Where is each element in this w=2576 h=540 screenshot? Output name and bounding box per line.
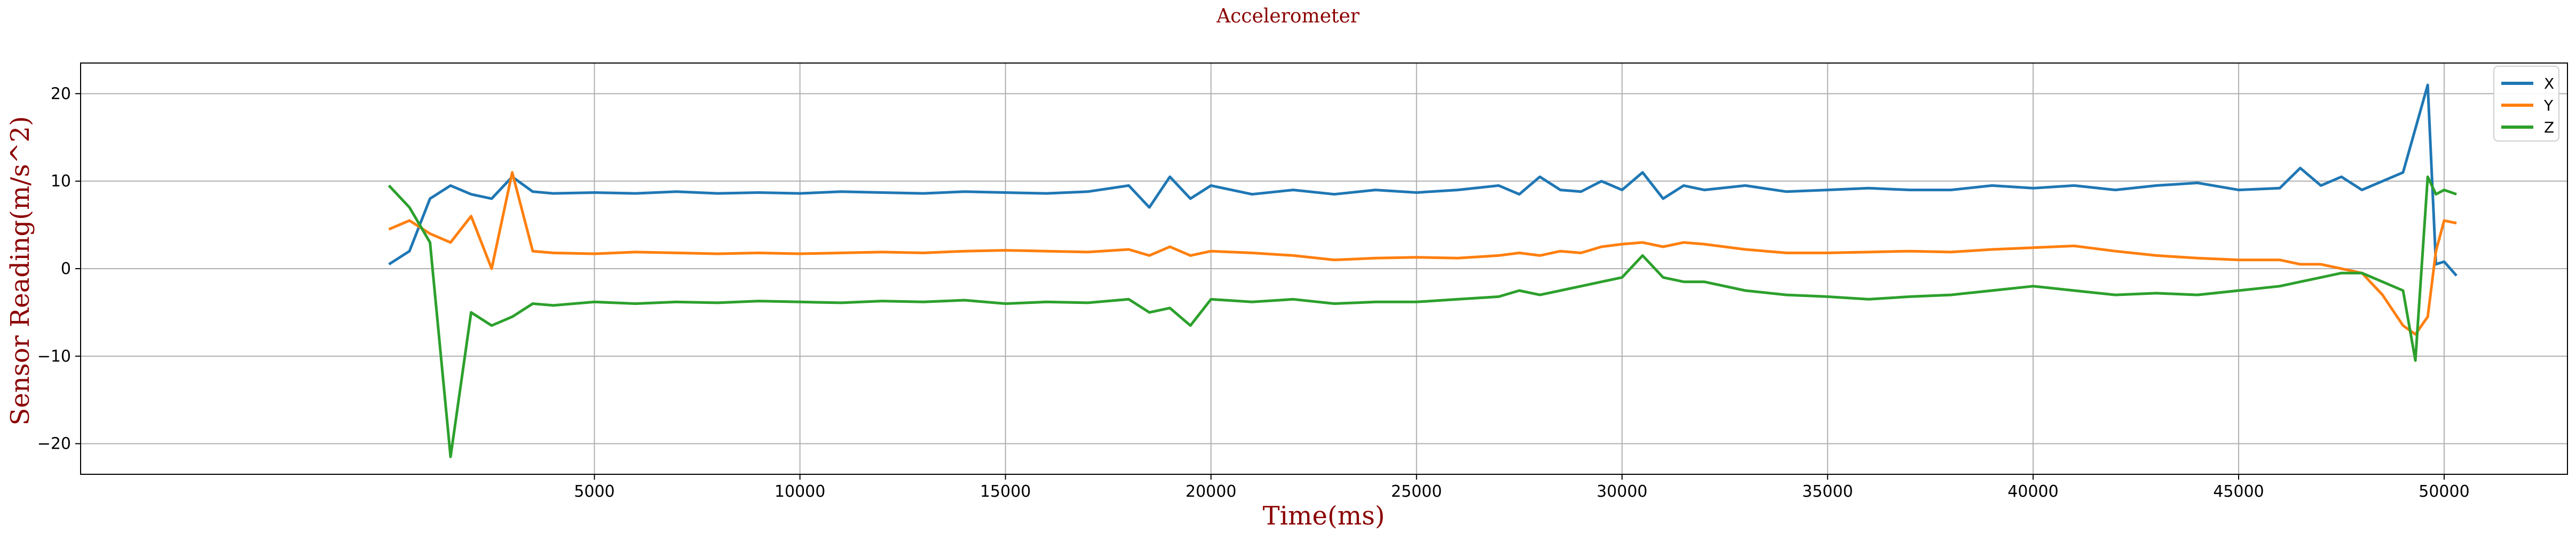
y-tick-label: 10 [51, 172, 71, 191]
y-tick-label: −20 [37, 435, 71, 453]
y-axis-label: Sensor Reading(m/s^2) [5, 116, 35, 425]
plot-area: 5000 10000 15000 20000 25000 30000 35000 40000 4… [37, 62, 2568, 501]
series-line-y [388, 171, 2457, 336]
legend: X Y Z [2493, 66, 2559, 142]
series-lines [388, 83, 2458, 458]
y-tick-label: 0 [61, 260, 71, 278]
x-tick-label: 20000 [1186, 482, 1236, 501]
x-tick-label: 50000 [2419, 482, 2469, 501]
x-tick-label: 40000 [2008, 482, 2058, 501]
x-tick-label: 5000 [574, 482, 614, 501]
chart-title: Accelerometer [1216, 5, 1360, 27]
x-tick-label: 35000 [1802, 482, 1853, 501]
y-tick-label: 20 [51, 84, 71, 103]
x-tick-label: 10000 [775, 482, 825, 501]
legend-label-x: X [2544, 75, 2554, 92]
x-axis-label: Time(ms) [1263, 501, 1385, 531]
series-line-x [388, 83, 2458, 277]
axis-ticks: 5000 10000 15000 20000 25000 30000 35000 40000 4… [37, 84, 2470, 501]
legend-label-y: Y [2543, 97, 2554, 114]
series-line-z [388, 175, 2457, 458]
y-tick-label: −10 [37, 347, 71, 366]
legend-label-z: Z [2544, 119, 2554, 136]
x-tick-label: 45000 [2213, 482, 2264, 501]
grid-lines [81, 63, 2567, 474]
x-tick-label: 30000 [1597, 482, 1647, 501]
x-tick-label: 25000 [1391, 482, 1442, 501]
x-tick-label: 15000 [980, 482, 1031, 501]
